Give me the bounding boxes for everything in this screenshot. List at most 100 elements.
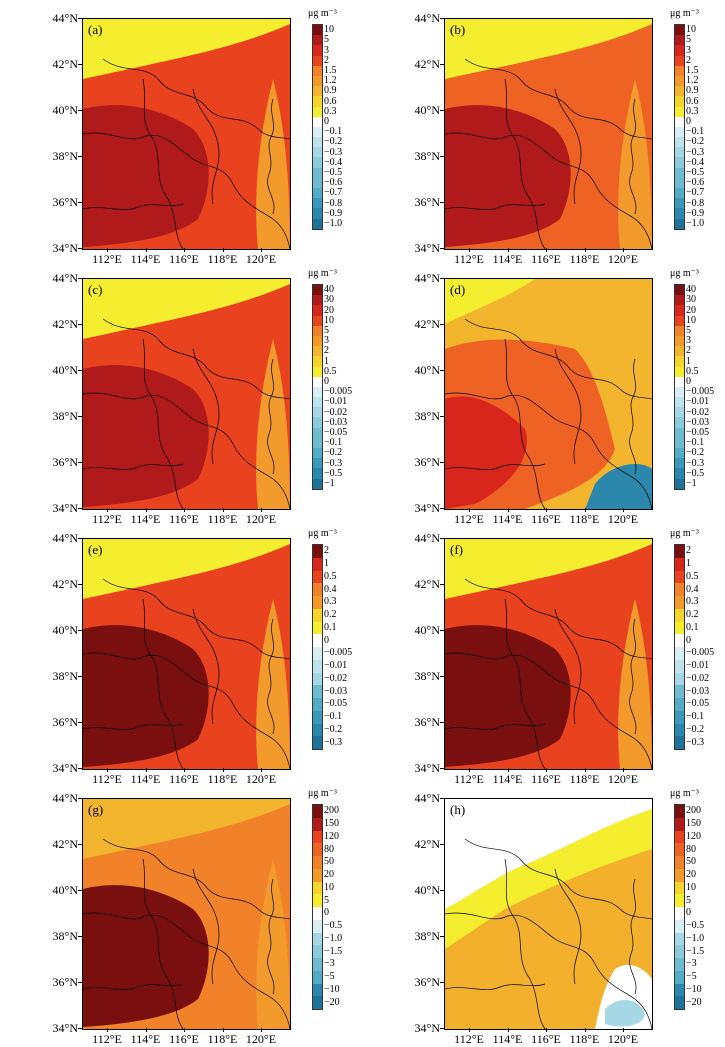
colorbar-swatch [313, 685, 322, 698]
field-low-band [83, 19, 290, 79]
colorbar-swatch [675, 35, 684, 46]
colorbar-level-label: 120 [324, 830, 339, 842]
province-boundary-5 [445, 983, 546, 990]
colorbar-swatch [675, 698, 684, 711]
colorbar-swatch [313, 659, 322, 673]
colorbar-swatch [313, 448, 322, 459]
colorbar-swatch [313, 881, 322, 895]
colorbar-level-label: 5 [324, 34, 329, 46]
colorbar-level-label: 200 [324, 805, 339, 817]
colorbar-level-label: 150 [686, 818, 701, 830]
colorbar-swatch [675, 545, 684, 558]
colorbar-swatch [675, 315, 684, 326]
colorbar-swatch [313, 932, 322, 946]
colorbar-swatch [313, 830, 322, 844]
colorbar-swatch [675, 672, 684, 686]
field-high-region [445, 396, 527, 509]
latitude-tick [440, 18, 444, 19]
latitude-label: 44°N [52, 11, 78, 25]
latitude-label: 36°N [52, 455, 78, 469]
province-boundary-5 [83, 723, 184, 730]
latitude-label: 38°N [52, 929, 78, 943]
colorbar-swatch [675, 167, 684, 178]
colorbar-swatch [675, 907, 684, 920]
colorbar-swatch [313, 285, 322, 296]
colorbar-level-label: −0.3 [324, 736, 343, 748]
latitude-label: 40°N [52, 883, 78, 897]
colorbar-swatch [313, 397, 322, 408]
latitude-tick [440, 416, 444, 417]
colorbar-level-label: 10 [324, 314, 334, 326]
colorbar-swatch [675, 958, 684, 971]
field-low-band [445, 279, 535, 324]
colorbar-level-label: 40 [324, 284, 334, 296]
province-boundary-3 [504, 338, 546, 509]
colorbar-swatch [313, 736, 322, 749]
longitude-label: 118°E [207, 512, 238, 526]
colorbar [312, 804, 323, 1010]
latitude-label: 40°N [414, 103, 440, 117]
colorbar-level-label: 5 [324, 894, 329, 906]
province-boundary-1 [464, 578, 652, 660]
longitude-tick [623, 508, 624, 512]
province-boundary-1 [464, 318, 652, 400]
longitude-label: 118°E [569, 1032, 600, 1046]
coastline [267, 878, 275, 995]
longitude-tick [469, 248, 470, 252]
colorbar-swatch [675, 437, 684, 448]
longitude-label: 120°E [607, 772, 639, 786]
coastline [267, 98, 275, 215]
latitude-label: 44°N [414, 531, 440, 545]
colorbar-level-label: −0.5 [686, 166, 705, 178]
colorbar-level-label: −0.05 [324, 426, 348, 438]
latitude-label: 38°N [52, 669, 78, 683]
province-boundary-5 [445, 723, 546, 730]
province-boundary-5 [83, 983, 184, 990]
colorbar-swatch [313, 208, 322, 219]
colorbar-swatch [675, 634, 684, 647]
colorbar-level-label: 10 [686, 314, 696, 326]
field-coastal-band [256, 859, 290, 1029]
colorbar-swatch [675, 427, 684, 438]
colorbar-swatch [675, 621, 684, 635]
colorbar-swatch [313, 116, 322, 127]
latitude-tick [440, 630, 444, 631]
colorbar-swatch [313, 427, 322, 438]
colorbar-swatch [675, 25, 684, 36]
longitude-tick [584, 248, 586, 252]
latitude-tick [440, 110, 444, 111]
colorbar-level-label: −0.005 [324, 647, 353, 659]
latitude-label: 40°N [414, 623, 440, 637]
latitude-label: 38°N [52, 409, 78, 423]
longitude-tick [469, 768, 470, 772]
colorbar-level-label: 150 [324, 818, 339, 830]
colorbar-level-label: −0.5 [686, 467, 705, 479]
colorbar-level-label: 0.5 [324, 570, 337, 582]
colorbar-swatch [675, 376, 684, 387]
colorbar-level-label: −0.1 [324, 126, 343, 138]
coastline [267, 618, 275, 735]
map-panel: (e) 44°N 42°N 40°N 38°N 36°N 34°N 112°E 114°E 116… [0, 524, 360, 786]
latitude-label: 42°N [414, 577, 440, 591]
latitude-tick [78, 722, 82, 723]
field-map [83, 539, 290, 769]
field-core-region [445, 105, 571, 247]
colorbar-swatch [675, 736, 684, 749]
longitude-label: 120°E [607, 252, 639, 266]
latitude-label: 34°N [52, 761, 78, 775]
colorbar-swatch [313, 65, 322, 76]
latitude-label: 36°N [414, 715, 440, 729]
colorbar-level-label: −0.1 [324, 437, 343, 449]
colorbar-swatch [675, 583, 684, 596]
field-core-region [83, 365, 209, 507]
latitude-label: 42°N [52, 837, 78, 851]
colorbar-level-label: 0.3 [324, 105, 337, 117]
latitude-tick [78, 110, 82, 111]
colorbar-swatch [675, 570, 684, 584]
field-core-region [445, 625, 571, 767]
province-boundary-4 [554, 88, 582, 205]
colorbar-level-label: 2 [686, 345, 691, 357]
colorbar [674, 284, 685, 490]
colorbar-swatch [675, 86, 684, 97]
latitude-label: 34°N [414, 1021, 440, 1035]
